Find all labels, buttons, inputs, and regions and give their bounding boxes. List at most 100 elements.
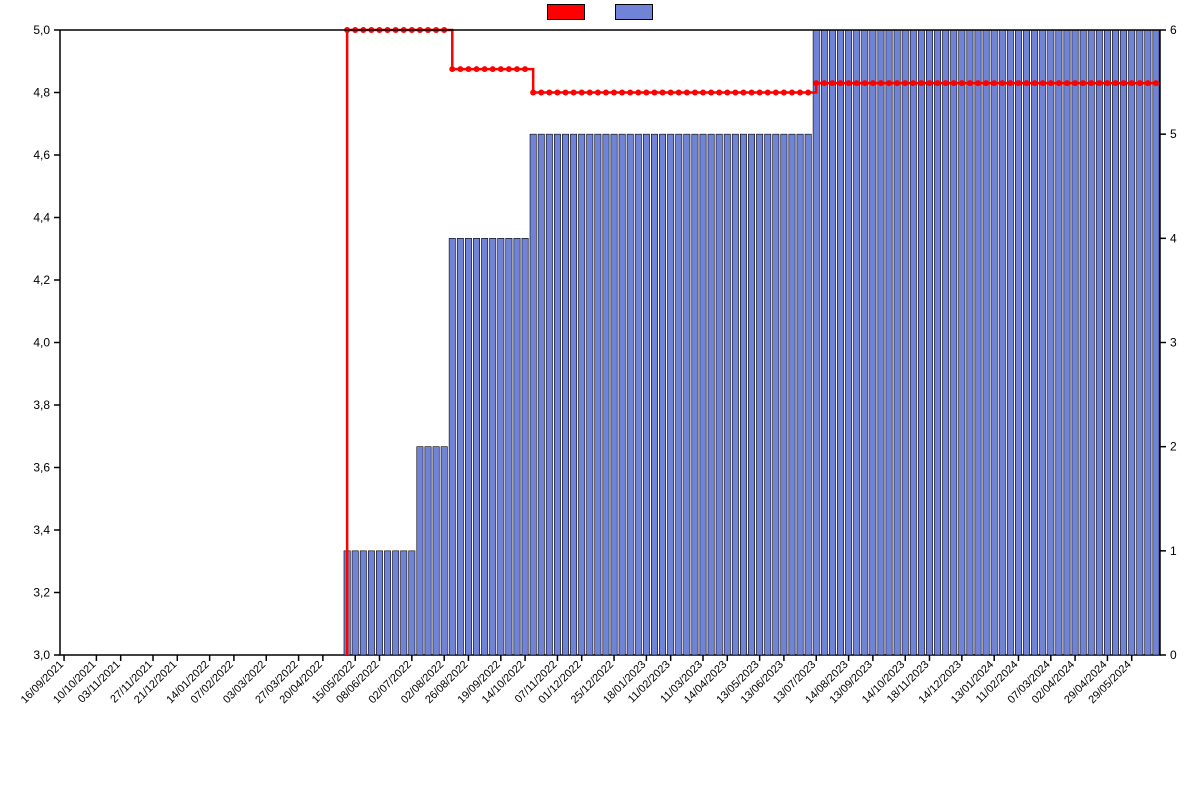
bar [360, 551, 366, 655]
bar [821, 30, 827, 655]
y-right-tick-label: 6 [1170, 23, 1177, 37]
line-marker [1056, 80, 1062, 86]
line-marker [878, 80, 884, 86]
bar [376, 551, 382, 655]
bar [1056, 30, 1062, 655]
bar [1120, 30, 1126, 655]
bar [1080, 30, 1086, 655]
line-marker [773, 90, 779, 96]
y-right-tick-label: 4 [1170, 231, 1177, 245]
bar [999, 30, 1005, 655]
line-marker [474, 66, 480, 72]
line-marker [846, 80, 852, 86]
line-marker [1153, 80, 1159, 86]
bar [425, 447, 431, 655]
line-marker [538, 90, 544, 96]
line-marker [854, 80, 860, 86]
line-marker [991, 80, 997, 86]
line-marker [651, 90, 657, 96]
bar [724, 134, 730, 655]
line-marker [1129, 80, 1135, 86]
line-marker [886, 80, 892, 86]
bar [837, 30, 843, 655]
bar [829, 30, 835, 655]
bar [417, 447, 423, 655]
line-marker [1145, 80, 1151, 86]
line-marker [660, 90, 666, 96]
line-marker [1088, 80, 1094, 86]
bar [1015, 30, 1021, 655]
line-marker [554, 90, 560, 96]
legend-line-swatch [547, 4, 585, 20]
bar [959, 30, 965, 655]
bar [668, 134, 674, 655]
line-marker [635, 90, 641, 96]
bar [886, 30, 892, 655]
bar [481, 238, 487, 655]
bar [756, 134, 762, 655]
bar [619, 134, 625, 655]
line-marker [789, 90, 795, 96]
line-marker [749, 90, 755, 96]
line-marker [676, 90, 682, 96]
line-marker [959, 80, 965, 86]
line-marker [902, 80, 908, 86]
bar [991, 30, 997, 655]
line-marker [587, 90, 593, 96]
line-marker [619, 90, 625, 96]
line-marker [465, 66, 471, 72]
line-marker [603, 90, 609, 96]
line-marker [708, 90, 714, 96]
bar [1023, 30, 1029, 655]
bar [368, 551, 374, 655]
line-marker [490, 66, 496, 72]
bar [797, 134, 803, 655]
line-marker [571, 90, 577, 96]
line-marker [1032, 80, 1038, 86]
bar [1007, 30, 1013, 655]
line-marker [1096, 80, 1102, 86]
line-marker [1015, 80, 1021, 86]
bar [530, 134, 536, 655]
line-marker [829, 80, 835, 86]
bar [781, 134, 787, 655]
bar [587, 134, 593, 655]
y-right-tick-label: 0 [1170, 648, 1177, 662]
bar [1112, 30, 1118, 655]
bar [635, 134, 641, 655]
bar [765, 134, 771, 655]
bar [1104, 30, 1110, 655]
bar [926, 30, 932, 655]
bar [1064, 30, 1070, 655]
line-marker [1104, 80, 1110, 86]
line-marker [926, 80, 932, 86]
bar [870, 30, 876, 655]
line-marker [692, 90, 698, 96]
line-marker [894, 80, 900, 86]
bar [1072, 30, 1078, 655]
line-marker [983, 80, 989, 86]
bar [975, 30, 981, 655]
line-marker [765, 90, 771, 96]
line-marker [1113, 80, 1119, 86]
line-marker [757, 90, 763, 96]
bar [433, 447, 439, 655]
line-marker [643, 90, 649, 96]
line-marker [514, 66, 520, 72]
y-left-tick-label: 4,2 [33, 273, 50, 287]
bar [514, 238, 520, 655]
y-right-tick-label: 3 [1170, 336, 1177, 350]
bar [943, 30, 949, 655]
bar [918, 30, 924, 655]
line-marker [797, 90, 803, 96]
bar [546, 134, 552, 655]
line-marker [1080, 80, 1086, 86]
line-marker [700, 90, 706, 96]
line-marker [668, 90, 674, 96]
bar [676, 134, 682, 655]
bar [1040, 30, 1046, 655]
bar [1088, 30, 1094, 655]
line-marker [530, 90, 536, 96]
line-marker [805, 90, 811, 96]
bars-group [344, 30, 1159, 655]
